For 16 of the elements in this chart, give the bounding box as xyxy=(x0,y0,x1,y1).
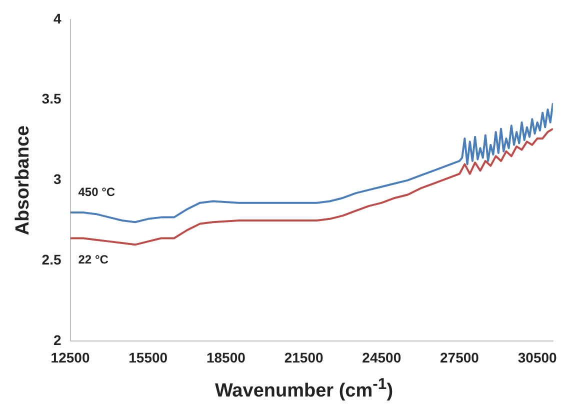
x-tick-label: 15500 xyxy=(128,349,168,366)
x-tick-label: 21500 xyxy=(284,349,324,366)
y-tick-label: 3 xyxy=(53,171,62,188)
x-tick-label: 24500 xyxy=(362,349,402,366)
series-label: 22 °C xyxy=(78,252,109,267)
x-tick-label: 27500 xyxy=(440,349,480,366)
y-tick-label: 2 xyxy=(53,332,62,348)
x-tick-label: 30500 xyxy=(518,349,558,366)
series-label: 450 °C xyxy=(78,184,116,199)
y-tick-label: 4 xyxy=(53,10,62,26)
y-tick-label: 3.5 xyxy=(42,90,62,107)
y-axis-title: Absorbance xyxy=(12,125,34,236)
x-tick-label: 12500 xyxy=(50,349,90,366)
y-tick-label: 2.5 xyxy=(42,252,62,268)
x-axis-title: Wavenumber (cm$^{-1}$) xyxy=(214,376,394,402)
x-tick-label: 18500 xyxy=(206,349,246,366)
